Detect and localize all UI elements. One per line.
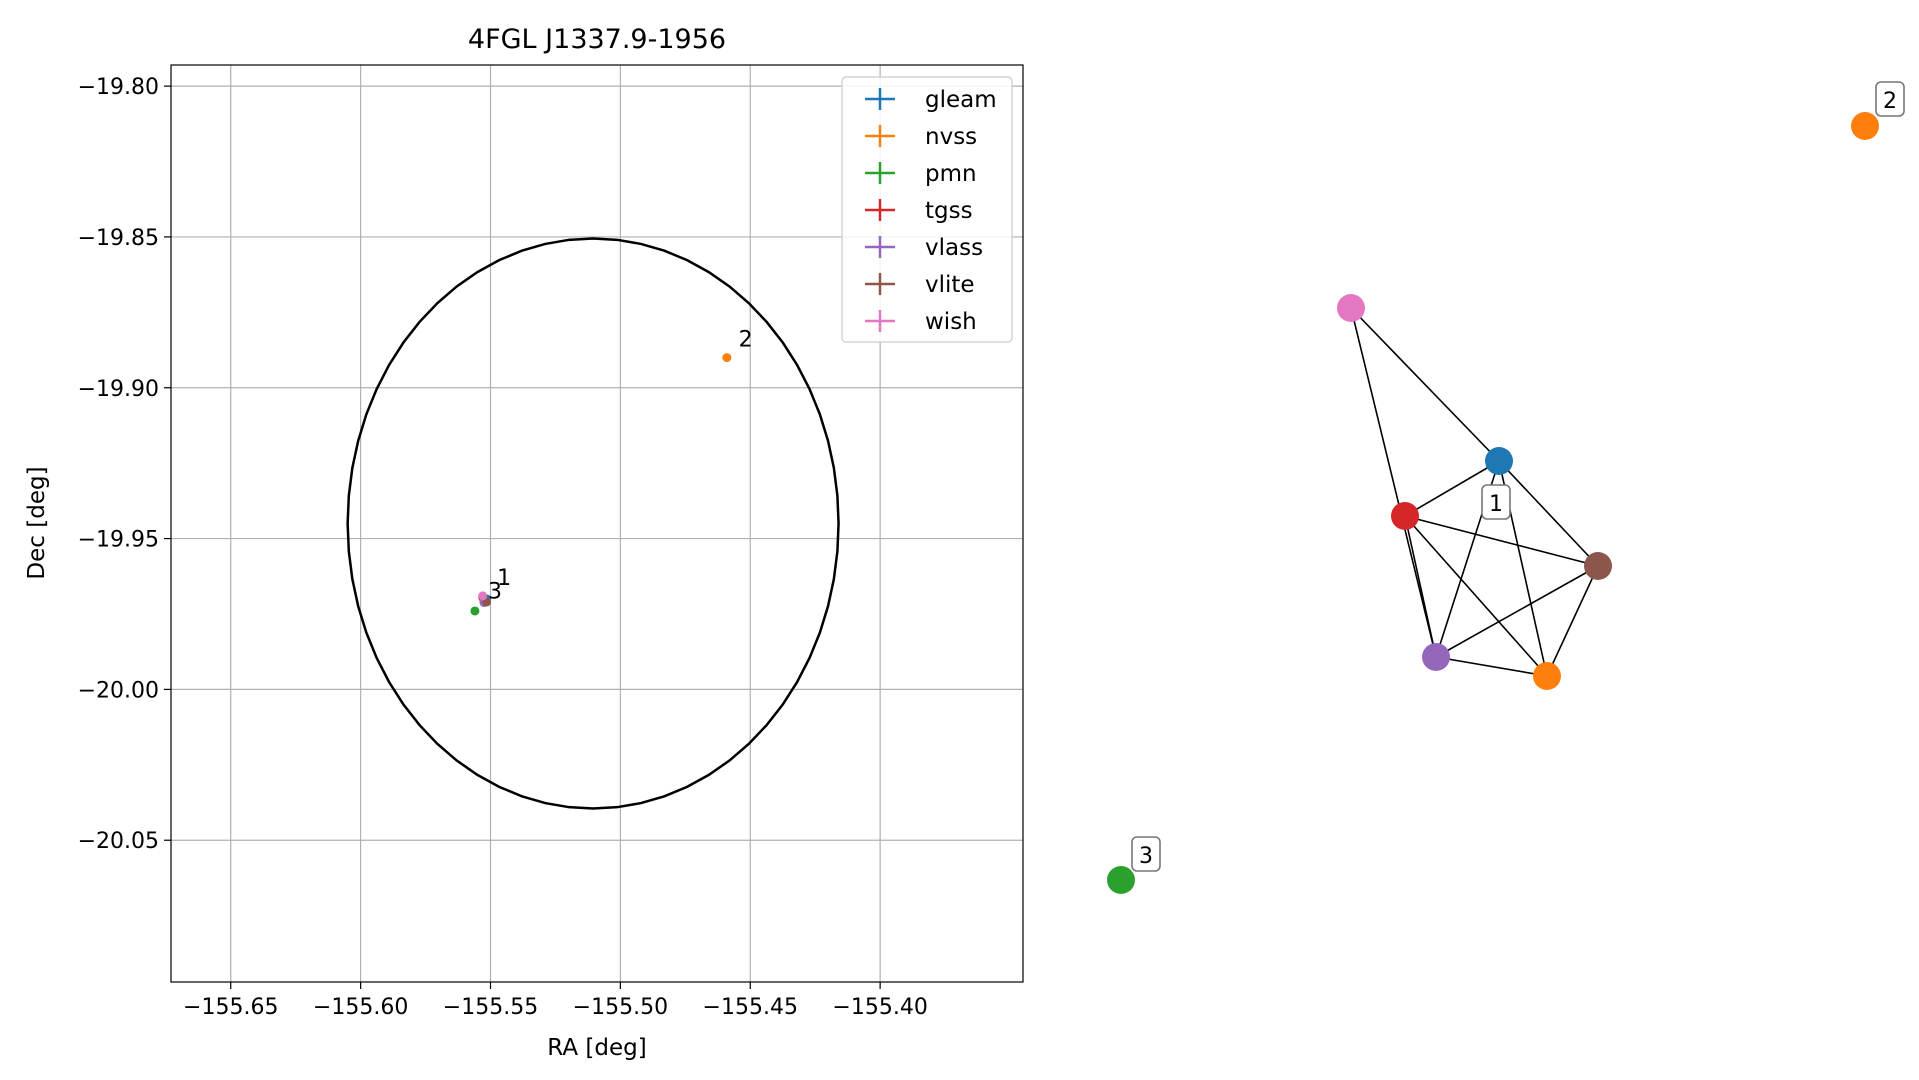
grid bbox=[171, 65, 1023, 982]
x-tick-label: −155.45 bbox=[703, 995, 798, 1020]
y-tick-label: −19.90 bbox=[78, 377, 159, 402]
network-edge bbox=[1546, 565, 1599, 677]
y-tick-label: −19.85 bbox=[78, 226, 159, 251]
point-annotations: 1 2 3 bbox=[488, 328, 753, 605]
point-label: 1 bbox=[497, 566, 511, 591]
network-node-pmn bbox=[1107, 866, 1135, 894]
source-circle bbox=[346, 237, 840, 810]
y-axis-label: Dec [deg] bbox=[24, 466, 50, 579]
y-tick-label: −20.05 bbox=[78, 829, 159, 854]
x-axis-label: RA [deg] bbox=[547, 1035, 646, 1061]
network-node-gleam bbox=[1485, 447, 1513, 475]
network-node-nvss-1 bbox=[1533, 662, 1561, 690]
point-nvss bbox=[722, 353, 732, 363]
plot-frame bbox=[170, 64, 1024, 983]
network-edge bbox=[1498, 460, 1599, 567]
network-label-box bbox=[1481, 484, 1511, 520]
x-tick-label: −155.55 bbox=[443, 995, 538, 1020]
network-label: 2 bbox=[1883, 89, 1897, 114]
network-edge bbox=[1404, 515, 1548, 677]
sky-scatter-plot: 123 −155.65 −155.60 −155.55 −155.50 −155.45−… bbox=[24, 24, 1024, 1061]
legend-label-tgss: tgss bbox=[925, 198, 973, 224]
point-pmn bbox=[470, 606, 480, 616]
legend-box bbox=[841, 76, 1013, 343]
network-label-box bbox=[1875, 81, 1905, 117]
network-node-nvss-2 bbox=[1851, 112, 1879, 140]
y-tick-label: −20.00 bbox=[78, 678, 159, 703]
x-tick-label: −155.60 bbox=[313, 995, 408, 1020]
network-label: 1 bbox=[1489, 492, 1503, 517]
x-tick-label: −155.50 bbox=[573, 995, 668, 1020]
network-nodes bbox=[1107, 112, 1879, 894]
x-axis-ticks: −155.65 −155.60 −155.55 −155.50 −155.45 −155.… bbox=[183, 982, 928, 1020]
legend-label-vlite: vlite bbox=[925, 272, 975, 298]
network-node-vlass bbox=[1422, 643, 1450, 671]
network-node-vlite bbox=[1584, 552, 1612, 580]
x-tick-label: −155.40 bbox=[832, 995, 927, 1020]
network-edge bbox=[1350, 307, 1500, 462]
point-label: 2 bbox=[739, 328, 753, 353]
network-edges bbox=[1350, 307, 1599, 677]
legend-label-wish: wish bbox=[925, 309, 977, 335]
network-edge bbox=[1404, 460, 1500, 517]
legend: gleam nvss pmn tgss vlass vlite wish bbox=[841, 76, 1013, 343]
network-edge bbox=[1435, 656, 1548, 677]
chart-title: 4FGL J1337.9-1956 bbox=[468, 24, 726, 55]
network-edge bbox=[1435, 565, 1599, 658]
network-label: 3 bbox=[1139, 844, 1153, 869]
crossmatch-network-graph: 1 2 3 bbox=[1107, 81, 1905, 894]
data-points bbox=[470, 353, 732, 616]
network-edge bbox=[1350, 307, 1437, 658]
x-tick-label: −155.65 bbox=[183, 995, 278, 1020]
legend-label-nvss: nvss bbox=[925, 124, 977, 150]
legend-label-gleam: gleam bbox=[925, 87, 997, 113]
network-labels: 1 2 3 bbox=[1131, 81, 1905, 872]
legend-label-vlass: vlass bbox=[925, 235, 983, 261]
y-tick-label: −19.95 bbox=[78, 528, 159, 553]
legend-label-pmn: pmn bbox=[925, 161, 977, 187]
point-wish bbox=[478, 591, 488, 601]
y-axis-ticks: −19.80 −19.85 −19.90 −19.95 −20.00 −20.05 bbox=[78, 75, 171, 854]
y-tick-label: −19.80 bbox=[78, 75, 159, 100]
network-node-wish bbox=[1337, 294, 1365, 322]
network-edge bbox=[1404, 515, 1599, 567]
network-edge bbox=[1404, 515, 1437, 658]
network-node-tgss bbox=[1391, 502, 1419, 530]
point-label: 3 bbox=[488, 579, 502, 604]
network-label-box bbox=[1131, 836, 1161, 872]
